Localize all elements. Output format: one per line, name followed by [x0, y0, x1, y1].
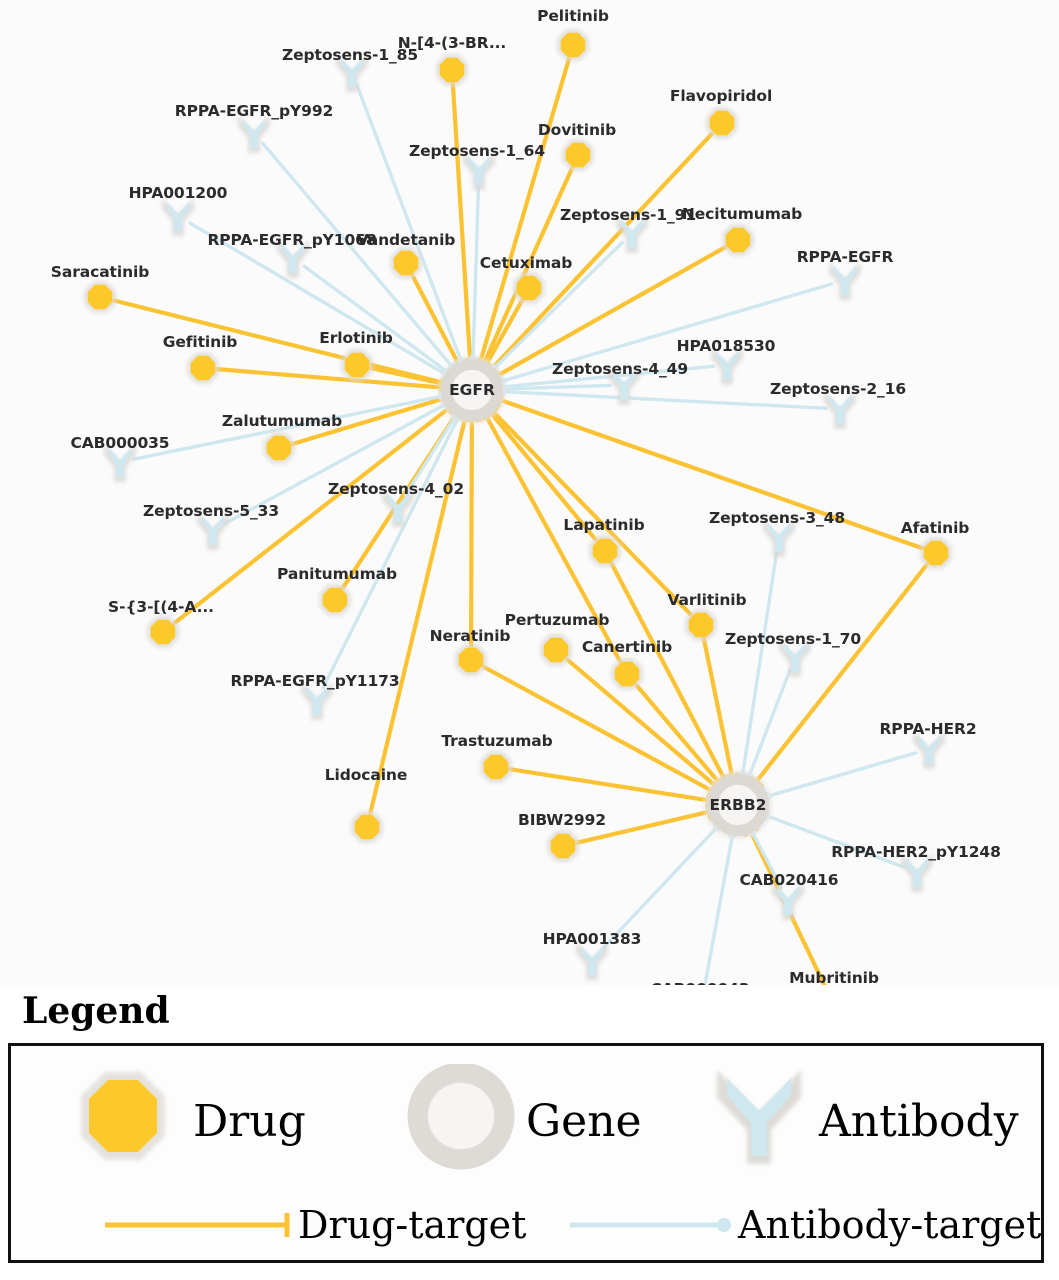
edge	[497, 386, 828, 410]
gene-node[interactable]	[704, 771, 772, 839]
gene-node-label: ERBB2	[709, 796, 767, 814]
legend-label-antibody-target: Antibody-target	[738, 1203, 1042, 1247]
drug-target-edge-icon	[105, 1213, 290, 1237]
antibody-node[interactable]	[301, 682, 333, 720]
drug-node[interactable]	[319, 584, 351, 616]
edges-layer	[111, 56, 930, 1000]
edge	[485, 131, 715, 375]
legend-label-antibody: Antibody	[819, 1095, 1019, 1147]
edge	[188, 221, 451, 380]
edge	[486, 404, 694, 618]
drug-node[interactable]	[480, 751, 512, 783]
antibody-node[interactable]	[162, 198, 194, 236]
antibody-node[interactable]	[824, 391, 856, 429]
gene-node-label: EGFR	[449, 381, 495, 399]
drug-node[interactable]	[722, 224, 754, 256]
drug-node[interactable]	[341, 349, 373, 381]
antibody-node[interactable]	[382, 489, 414, 527]
legend-label-drug-target: Drug-target	[298, 1203, 527, 1247]
antibody-node[interactable]	[829, 262, 861, 300]
drug-node[interactable]	[685, 609, 717, 641]
antibody-node[interactable]	[238, 115, 270, 153]
drug-node[interactable]	[547, 830, 579, 862]
drug-node[interactable]	[84, 281, 116, 313]
edge	[762, 751, 918, 802]
drug-node[interactable]	[562, 139, 594, 171]
octagon-icon	[81, 1072, 165, 1160]
drug-node[interactable]	[513, 272, 545, 304]
legend-item-antibody: Antibody	[709, 1064, 1019, 1179]
antibody-node[interactable]	[197, 512, 229, 550]
drug-node[interactable]	[187, 352, 219, 384]
legend-panel: Legend Drug Gene Antibody	[0, 985, 1059, 1280]
edge	[403, 410, 461, 497]
legend-label-gene: Gene	[526, 1095, 642, 1147]
edge	[761, 810, 906, 869]
nodes-layer	[84, 29, 952, 1000]
legend-title: Legend	[22, 990, 170, 1032]
antibody-node[interactable]	[463, 152, 495, 190]
edge	[355, 83, 466, 367]
drug-node[interactable]	[557, 29, 589, 61]
edge	[701, 636, 741, 780]
antibody-node[interactable]	[576, 942, 608, 980]
antibody-node[interactable]	[336, 54, 368, 92]
network-graph-canvas: Pelitinib N-[4-(3-BR... Flavopiridol Doviti…	[50, 7, 1001, 1000]
legend-item-drug: Drug	[73, 1064, 306, 1179]
drug-node[interactable]	[540, 634, 572, 666]
antibody-target-edge-icon	[570, 1218, 731, 1232]
network-svg	[84, 29, 952, 1000]
edge	[463, 417, 481, 649]
drug-node[interactable]	[589, 535, 621, 567]
antibody-node[interactable]	[711, 347, 743, 385]
antibody-node[interactable]	[763, 519, 795, 557]
edge	[495, 391, 925, 551]
drug-node[interactable]	[390, 247, 422, 279]
antibody-node[interactable]	[779, 639, 811, 677]
drug-node[interactable]	[611, 658, 643, 690]
drug-node[interactable]	[351, 811, 383, 843]
antibody-node[interactable]	[772, 882, 804, 920]
edge	[749, 561, 930, 788]
legend-label-drug: Drug	[193, 1095, 306, 1147]
edge	[368, 415, 474, 816]
drug-node[interactable]	[706, 107, 738, 139]
edge	[574, 803, 713, 845]
drug-node[interactable]	[920, 537, 952, 569]
edge	[737, 549, 779, 780]
drug-node[interactable]	[436, 54, 468, 86]
ring-icon	[407, 1064, 515, 1170]
legend-item-drug-target-edge: Drug-target	[101, 1206, 526, 1244]
legend-item-antibody-target-edge: Antibody-target	[566, 1206, 1041, 1244]
antibody-node[interactable]	[616, 215, 648, 253]
edge	[747, 826, 784, 890]
chevron-icon	[717, 1070, 801, 1164]
drug-node[interactable]	[455, 644, 487, 676]
antibody-node[interactable]	[608, 367, 640, 405]
antibody-node[interactable]	[913, 731, 945, 769]
drug-node[interactable]	[147, 616, 179, 648]
legend-box: Drug Gene Antibody Drug-target	[8, 1043, 1044, 1263]
antibody-node[interactable]	[901, 854, 933, 892]
edge	[599, 822, 723, 952]
antibody-node[interactable]	[104, 444, 136, 482]
legend-item-gene: Gene	[406, 1064, 642, 1179]
gene-node[interactable]	[438, 356, 506, 424]
drug-node[interactable]	[263, 432, 295, 464]
antibody-node[interactable]	[277, 240, 309, 278]
edge	[700, 829, 738, 1000]
